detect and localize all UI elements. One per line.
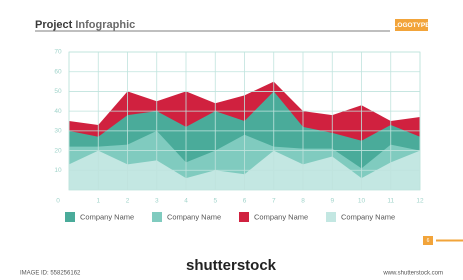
legend: Company Name Company Name Company Name Comp… [65,212,395,222]
x-tick-label: 3 [155,198,159,205]
watermark-site: www.shutterstock.com [382,271,443,277]
x-tick-label: 11 [387,198,394,205]
legend-label: Company Name [341,212,395,221]
x-tick-label: 6 [243,198,247,205]
x-tick-label: 1 [96,198,100,205]
x-tick-label: 7 [272,198,276,205]
y-tick-label: 20 [54,147,62,154]
watermark-brand: shutterstock [186,257,277,274]
y-tick-label: 10 [54,167,62,174]
x-tick-label: 12 [416,198,424,205]
y-tick-label: 70 [54,49,62,56]
legend-label: Company Name [167,212,221,221]
legend-swatch [152,212,162,222]
x-tick-label: 9 [330,198,334,205]
title: Project Infographic [35,19,135,31]
legend-swatch [239,212,249,222]
watermark-strip [0,254,463,280]
x-tick-label: 0 [56,198,60,205]
plot-frame [68,51,421,191]
legend-swatch [65,212,75,222]
x-tick-label: 10 [358,198,366,205]
x-tick-label: 2 [126,198,130,205]
y-tick-label: 40 [54,108,62,115]
page-number: 6 [427,238,430,244]
logo-box [395,19,428,31]
legend-label: Company Name [80,212,134,221]
page-box [423,236,433,245]
y-tick-label: 60 [54,68,62,75]
legend-label: Company Name [254,212,308,221]
x-tick-label: 8 [301,198,305,205]
watermark-id: IMAGE ID: 558256162 [20,271,81,277]
title-rest: Infographic [75,19,135,31]
x-tick-label: 4 [184,198,188,205]
x-tick-label: 5 [213,198,217,205]
legend-swatch [326,212,336,222]
y-tick-label: 50 [54,88,62,95]
logo: LOGOTYPE [393,22,430,29]
y-tick-label: 30 [54,128,62,135]
title-bold: Project [35,19,73,31]
